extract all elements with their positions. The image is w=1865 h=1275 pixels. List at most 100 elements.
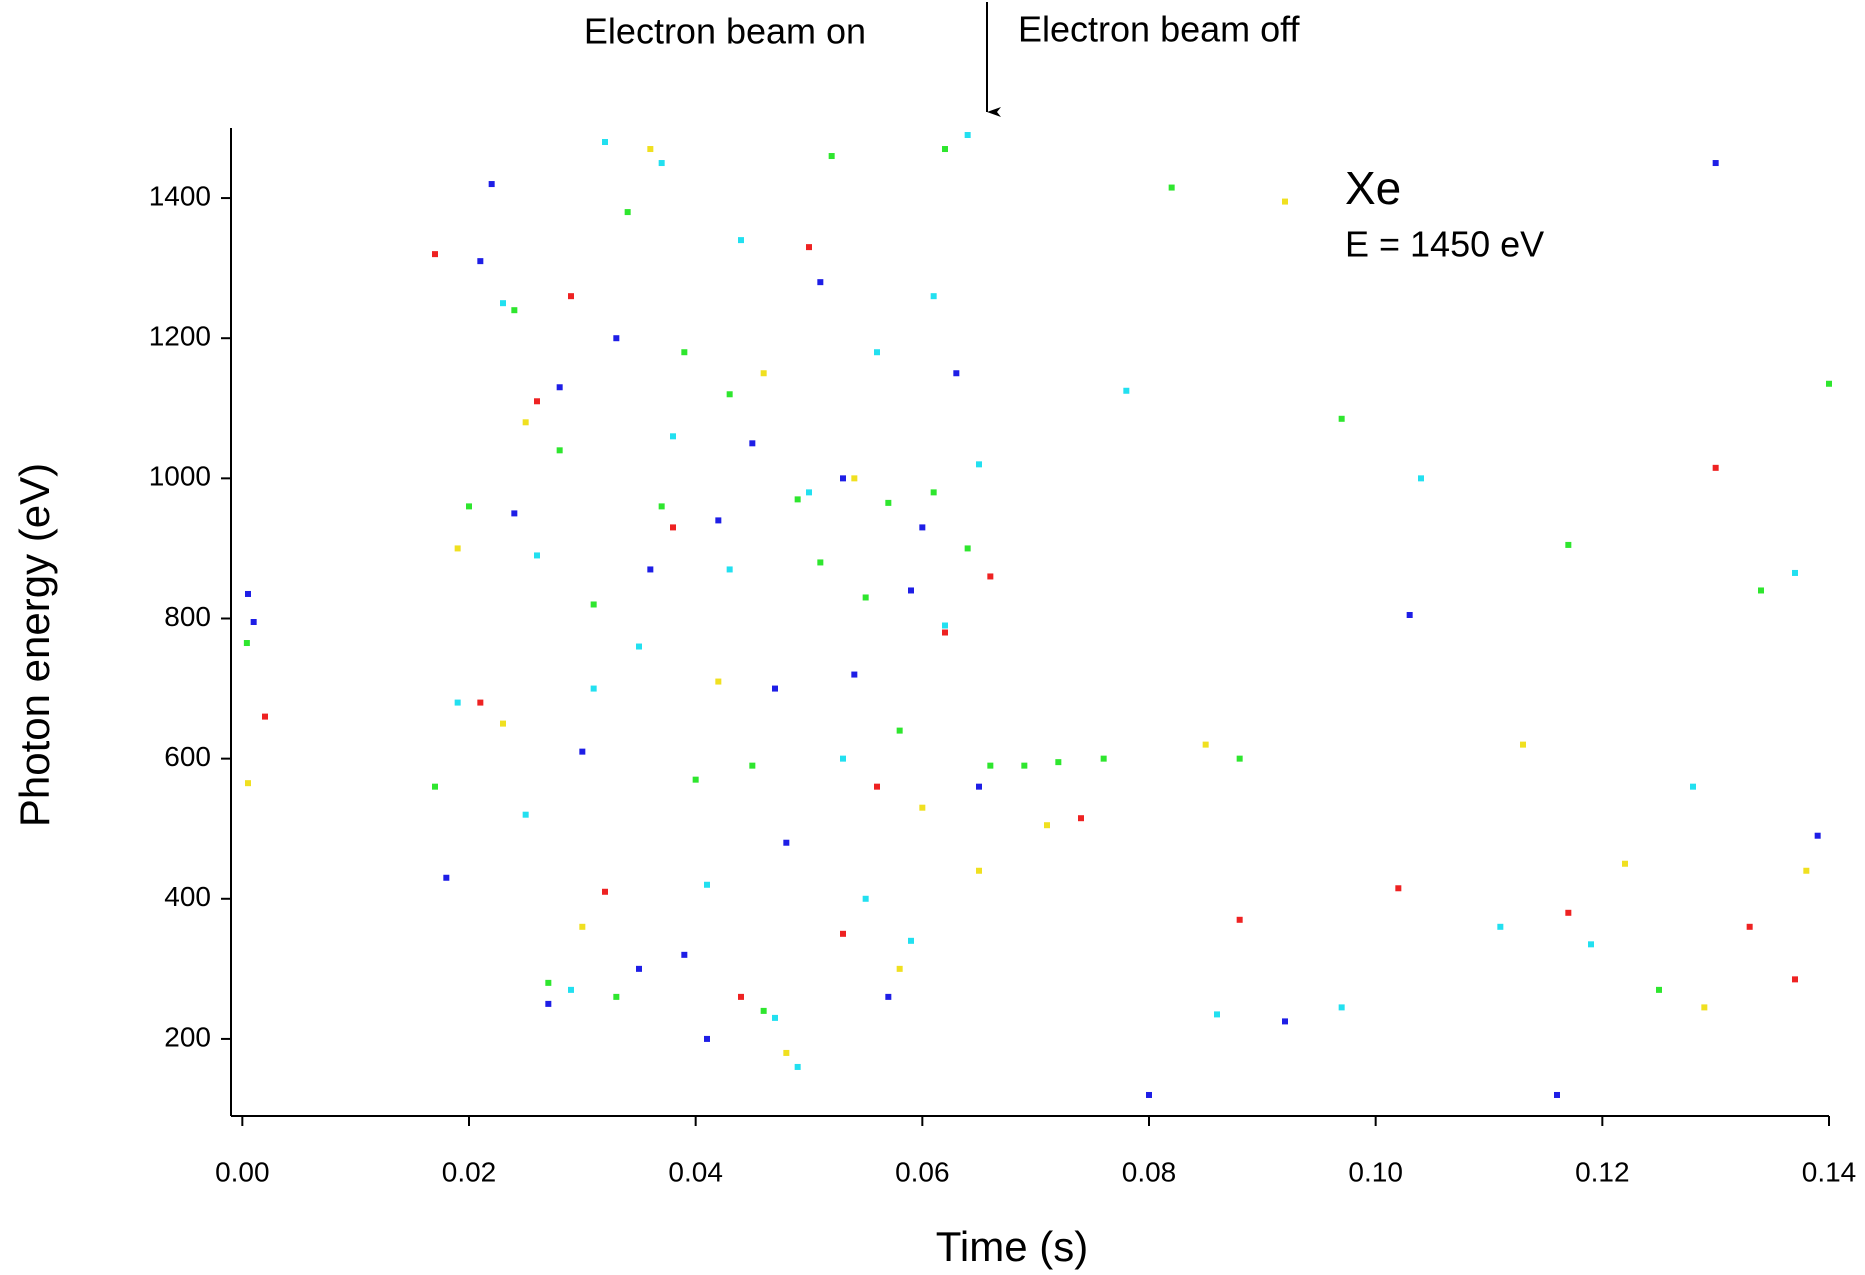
point	[488, 181, 495, 188]
point	[1282, 1018, 1288, 1025]
point	[908, 587, 914, 594]
point	[658, 160, 665, 167]
y-tick-label: 1200	[149, 321, 211, 352]
point	[1100, 755, 1107, 762]
point	[704, 881, 710, 888]
x-tick-label: 0.08	[1122, 1156, 1177, 1187]
point	[1214, 1011, 1220, 1018]
point	[534, 398, 540, 405]
point	[851, 475, 858, 482]
point	[715, 678, 722, 685]
point	[772, 685, 778, 692]
annotation: Electron beam on	[584, 11, 866, 52]
point	[1746, 923, 1753, 930]
point	[794, 1063, 801, 1070]
point	[647, 146, 654, 153]
point	[919, 524, 926, 531]
point	[1168, 184, 1175, 191]
point	[953, 370, 960, 377]
x-tick-label: 0.02	[442, 1156, 497, 1187]
point	[1656, 986, 1662, 993]
point	[245, 590, 251, 597]
point	[262, 713, 268, 720]
point	[1588, 941, 1594, 948]
point	[783, 1049, 790, 1056]
x-axis-label: Time (s)	[936, 1223, 1088, 1270]
point	[1565, 909, 1572, 916]
x-tick-label: 0.06	[895, 1156, 950, 1187]
x-tick-label: 0.14	[1802, 1156, 1857, 1187]
y-tick-label: 400	[164, 881, 211, 912]
point	[522, 419, 529, 426]
point	[772, 1014, 778, 1021]
point	[976, 867, 982, 874]
point	[556, 384, 563, 391]
point	[613, 335, 620, 342]
annotation: Xe	[1345, 162, 1401, 214]
point	[681, 349, 688, 356]
point	[579, 923, 586, 930]
point	[432, 251, 438, 258]
point	[670, 433, 676, 440]
y-tick-label: 1400	[149, 180, 211, 211]
point	[579, 748, 586, 755]
point	[670, 524, 676, 531]
annotation: E = 1450 eV	[1345, 224, 1544, 265]
point	[942, 629, 948, 636]
point	[432, 783, 438, 790]
y-tick-label: 1000	[149, 461, 211, 492]
point	[466, 503, 472, 510]
point	[1055, 759, 1062, 766]
point	[840, 755, 846, 762]
point	[1338, 415, 1345, 422]
point	[749, 762, 756, 769]
point	[942, 622, 948, 629]
point	[964, 132, 971, 139]
point	[1338, 1004, 1345, 1011]
point	[1814, 832, 1821, 839]
point	[590, 685, 597, 692]
point	[704, 1035, 710, 1042]
point	[1554, 1091, 1560, 1098]
point	[1712, 160, 1719, 167]
point	[976, 783, 982, 790]
point	[726, 391, 733, 398]
point	[851, 671, 858, 678]
point	[862, 895, 869, 902]
point	[522, 811, 529, 818]
point	[1803, 867, 1810, 874]
x-tick-label: 0.00	[215, 1156, 270, 1187]
point	[806, 244, 812, 251]
point	[613, 993, 620, 1000]
point	[1826, 380, 1832, 387]
point	[250, 619, 257, 625]
point	[794, 496, 801, 503]
point	[545, 1000, 552, 1007]
y-tick-label: 600	[164, 741, 211, 772]
point	[874, 349, 880, 356]
point	[500, 720, 506, 727]
point	[817, 559, 824, 566]
point	[749, 440, 756, 447]
point	[590, 601, 597, 608]
point	[534, 552, 540, 559]
point	[1078, 815, 1084, 822]
point	[896, 965, 903, 972]
point	[1044, 822, 1050, 829]
point	[1236, 755, 1243, 762]
point	[840, 475, 846, 482]
point	[806, 489, 812, 496]
point	[738, 993, 744, 1000]
annotation: Electron beam off	[1018, 9, 1300, 50]
point	[243, 640, 250, 647]
point	[1622, 860, 1628, 867]
point	[942, 146, 948, 153]
point	[1282, 198, 1288, 205]
point	[511, 510, 518, 517]
point	[443, 874, 450, 881]
point	[692, 776, 699, 783]
point	[636, 643, 642, 650]
x-tick-label: 0.04	[668, 1156, 723, 1187]
point	[568, 986, 574, 993]
